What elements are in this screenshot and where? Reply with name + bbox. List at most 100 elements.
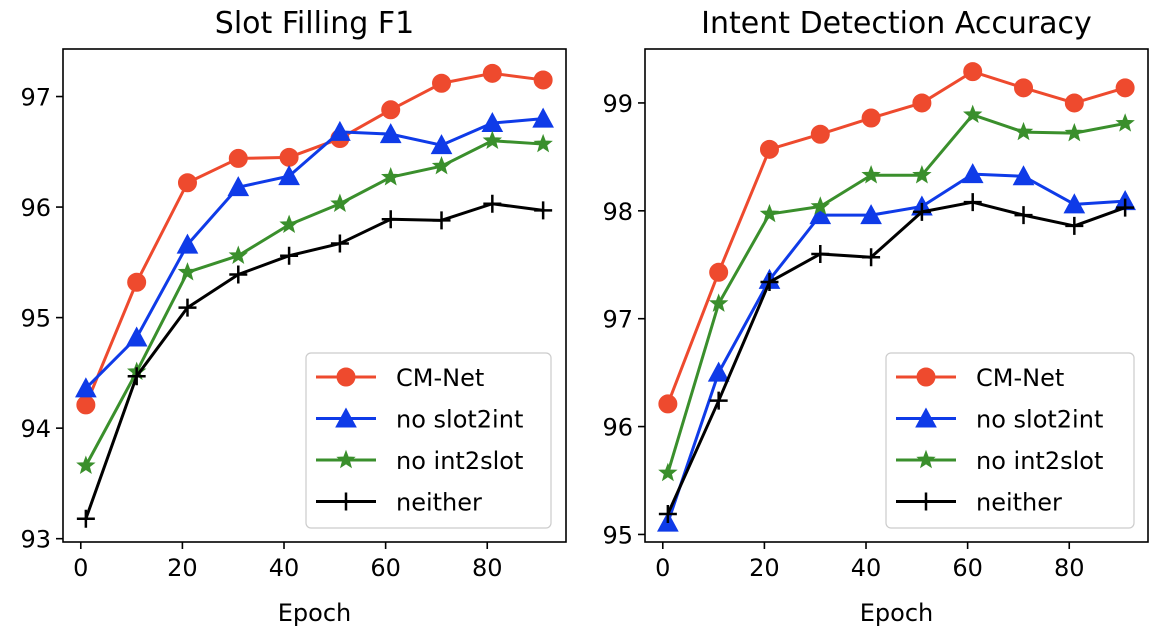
data-point	[1116, 198, 1135, 217]
series-no-int2slot	[76, 130, 553, 474]
legend-marker	[917, 492, 935, 511]
plot-frame	[644, 48, 1149, 543]
series-cm-net	[658, 62, 1135, 414]
series-neither	[76, 194, 553, 528]
data-point	[228, 148, 248, 168]
x-tick-label: 60	[370, 554, 401, 582]
data-point	[176, 233, 199, 254]
data-point	[708, 293, 729, 312]
legend-label: neither	[396, 489, 482, 517]
x-tick-label: 80	[1054, 554, 1085, 582]
data-point	[279, 214, 299, 233]
legend-entry: no int2slot	[896, 447, 1103, 475]
data-point	[431, 155, 452, 175]
data-point	[381, 100, 401, 120]
series-line	[666, 70, 1126, 405]
data-point	[533, 133, 553, 153]
legend-marker	[916, 367, 936, 387]
data-point	[861, 165, 881, 184]
x-tick-label: 40	[851, 554, 882, 582]
data-point	[809, 204, 832, 225]
data-point	[127, 272, 147, 292]
x-tick-label: 60	[952, 554, 983, 582]
series-line	[666, 200, 1126, 515]
data-point	[432, 73, 452, 93]
data-point	[810, 124, 830, 144]
legend-marker	[916, 449, 936, 469]
legend-label: no int2slot	[976, 447, 1103, 475]
data-point	[533, 70, 553, 90]
y-tick-label: 97	[20, 84, 51, 112]
data-point	[177, 173, 197, 193]
data-point	[759, 203, 780, 223]
x-tick-label: 20	[749, 554, 780, 582]
data-point	[963, 193, 982, 212]
legend-entry: no slot2int	[316, 406, 523, 434]
x-tick-label: 0	[655, 554, 670, 582]
legend-label: no slot2int	[396, 406, 523, 434]
data-point	[658, 394, 678, 414]
series-line	[666, 113, 1126, 474]
chart-panel-2: Intent Detection Accuracy 0 20 40 60 80 95 96 97…	[602, 6, 1149, 627]
data-point	[229, 265, 248, 284]
legend-entry: no slot2int	[896, 406, 1103, 434]
data-point	[127, 367, 146, 386]
legend-entry: neither	[896, 489, 1062, 517]
data-point	[860, 204, 882, 225]
data-point	[1014, 206, 1033, 225]
x-axis-label: Epoch	[860, 599, 934, 627]
series-no-slot2int	[75, 107, 554, 398]
data-point	[1064, 93, 1084, 113]
legend-entry: CM-Net	[896, 364, 1064, 392]
y-tick-label: 94	[20, 415, 51, 443]
legend-label: CM-Net	[976, 364, 1064, 392]
legend-label: no slot2int	[976, 406, 1103, 434]
data-point	[912, 93, 932, 113]
legend-marker	[336, 367, 356, 387]
x-tick-label: 0	[73, 554, 88, 582]
data-point	[482, 63, 502, 83]
data-point	[1115, 78, 1135, 98]
data-point	[177, 262, 198, 281]
legend-entry: no int2slot	[316, 447, 523, 475]
data-point	[178, 298, 197, 317]
series-line	[84, 202, 544, 520]
data-point	[861, 108, 881, 128]
data-point	[279, 147, 299, 167]
data-point	[707, 361, 730, 382]
chart-title: Intent Detection Accuracy	[701, 6, 1092, 41]
series-line	[84, 139, 544, 467]
data-point	[280, 246, 299, 265]
data-point	[963, 104, 983, 124]
legend-marker	[335, 407, 357, 428]
series-no-int2slot	[658, 104, 1135, 482]
data-point	[658, 504, 677, 523]
data-point	[912, 202, 931, 221]
data-point	[1063, 193, 1086, 214]
data-point	[963, 62, 983, 82]
series-line	[84, 71, 544, 406]
y-tick-label: 93	[20, 526, 51, 554]
data-point	[759, 139, 779, 159]
data-point	[76, 509, 95, 528]
data-point	[432, 211, 451, 230]
data-point	[760, 273, 779, 292]
data-point	[912, 165, 932, 184]
data-point	[330, 193, 350, 213]
x-tick-label: 80	[472, 554, 503, 582]
chart-title: Slot Filling F1	[215, 6, 414, 41]
data-point	[1013, 121, 1034, 141]
x-axis-label: Epoch	[278, 599, 352, 627]
data-point	[482, 130, 503, 149]
y-tick-label: 96	[20, 194, 51, 222]
y-tick-label: 95	[602, 521, 633, 549]
data-point	[76, 455, 96, 474]
data-point	[1014, 78, 1034, 98]
legend-marker	[336, 449, 356, 469]
data-point	[709, 262, 729, 282]
y-tick-label: 95	[20, 305, 51, 333]
data-point	[1115, 113, 1135, 132]
data-point	[125, 326, 148, 347]
legend-marker	[915, 407, 937, 428]
